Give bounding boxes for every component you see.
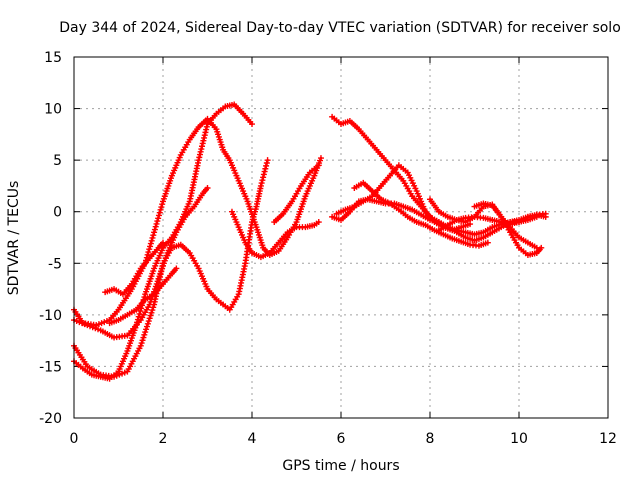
data-point [144, 251, 151, 258]
data-point [263, 162, 270, 169]
data-point [249, 121, 255, 128]
series-arc-15 [271, 162, 322, 226]
y-tick-label: 15 [44, 50, 62, 66]
data-point [155, 212, 162, 219]
series-line [72, 158, 269, 378]
data-point [147, 240, 154, 247]
data-point [263, 160, 270, 167]
data-point [149, 307, 156, 314]
x-tick-label: 6 [337, 431, 346, 447]
series-arc-1 [71, 115, 324, 329]
y-axis-label: SDTVAR / TECUs [6, 181, 22, 296]
data-point [258, 180, 265, 187]
data-point [315, 162, 322, 169]
data-point [260, 171, 267, 178]
y-tick-label: -5 [48, 256, 62, 272]
x-tick-label: 10 [510, 431, 528, 447]
plot-frame [73, 56, 609, 419]
data-point [135, 313, 142, 320]
x-tick-label: 4 [248, 431, 257, 447]
data-point [137, 342, 144, 349]
x-tick-label: 0 [70, 431, 79, 447]
data-point [146, 246, 153, 253]
y-tick-label: 5 [53, 153, 62, 169]
data-point [160, 239, 166, 246]
data-point [153, 220, 160, 227]
data-point [157, 206, 164, 213]
data-point [137, 308, 144, 315]
data-point [144, 320, 151, 327]
data-point [145, 249, 152, 256]
data-point [151, 229, 158, 236]
data-point [147, 312, 154, 319]
data-point [148, 309, 155, 316]
data-point [264, 157, 271, 164]
x-tick-label: 8 [426, 431, 435, 447]
data-point [262, 165, 269, 172]
data-point [155, 215, 162, 222]
data-point [148, 237, 155, 244]
data-point [484, 239, 491, 246]
data-point [150, 232, 157, 239]
y-tick-label: -10 [39, 308, 62, 324]
y-tick-label: -15 [39, 359, 62, 375]
data-point [156, 209, 163, 216]
data-point [140, 334, 147, 341]
y-tick-label: 10 [44, 102, 62, 118]
data-point [143, 326, 150, 333]
series-arc-11 [351, 179, 491, 249]
series-arc-5 [71, 184, 211, 341]
data-point [145, 318, 152, 325]
x-tick-label: 12 [599, 431, 617, 447]
y-tick-label: 0 [53, 205, 62, 221]
data-point [151, 226, 158, 233]
data-point [538, 244, 545, 251]
data-point [173, 265, 180, 272]
series-arc-7 [228, 208, 322, 261]
data-series [71, 101, 549, 382]
data-point [150, 304, 157, 311]
series-arc-4 [102, 239, 166, 298]
data-point [260, 174, 267, 181]
data-point [154, 218, 161, 225]
x-tick-label: 2 [159, 431, 168, 447]
data-point [139, 337, 146, 344]
data-point [317, 155, 324, 162]
data-point [259, 177, 266, 184]
y-tick-labels: 15 10 5 0 -5 -10 -15 -20 [39, 50, 62, 427]
chart-title: Day 344 of 2024, Sidereal Day-to-day VTE… [59, 20, 621, 36]
data-point [158, 204, 165, 211]
data-point [542, 213, 549, 220]
data-point [315, 219, 322, 226]
series-arc-6 [106, 265, 180, 327]
data-point [204, 184, 211, 191]
series-line [72, 117, 323, 327]
data-point [143, 323, 150, 330]
series-arc-10 [333, 162, 474, 234]
series-arc-14 [435, 211, 549, 234]
data-point [141, 331, 148, 338]
data-point [261, 168, 268, 175]
x-axis-label: GPS time / hours [282, 458, 399, 474]
data-point [149, 234, 156, 241]
x-tick-labels: 0 2 4 6 8 10 12 [70, 431, 617, 447]
data-point [152, 223, 159, 230]
data-point [138, 340, 145, 347]
data-point [142, 329, 149, 336]
data-point [136, 310, 143, 317]
data-point [257, 182, 264, 189]
data-point [146, 315, 153, 322]
data-point [147, 243, 154, 250]
y-tick-label: -20 [39, 411, 62, 427]
data-point [159, 201, 166, 208]
